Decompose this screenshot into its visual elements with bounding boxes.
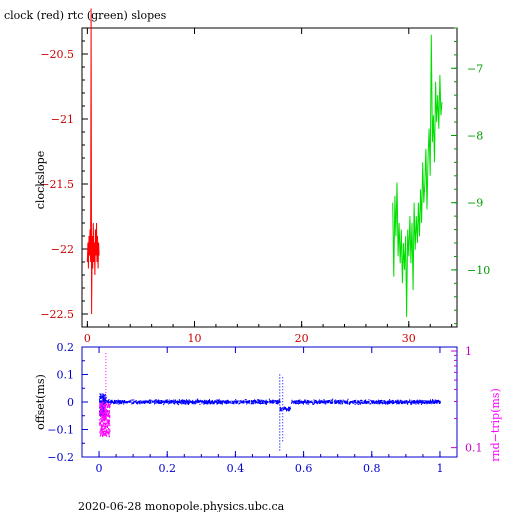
x-tick-label: 0.8 xyxy=(363,462,381,475)
y-tick-label: 0.2 xyxy=(57,341,75,354)
top-series-group xyxy=(86,8,443,317)
x-tick-label: 0 xyxy=(96,462,103,475)
y-tick-label: −0.2 xyxy=(47,451,74,464)
x-tick-label: 20 xyxy=(295,332,309,345)
bottom-offset-panel: −0.2−0.100.10.2 0.11 0 0.2 0.4 0.6 0.8 1 offs… xyxy=(34,341,502,475)
y2-tick-label: −8 xyxy=(467,130,483,143)
y-tick-label: 0.1 xyxy=(57,369,75,382)
top-right-axis: −10 −9 −8 −7 xyxy=(451,27,490,325)
y2-tick-label: 1 xyxy=(465,345,472,358)
x-tick-label: 0.6 xyxy=(295,462,313,475)
x-tick-label: 1 xyxy=(436,462,443,475)
footer-text: 2020-06-28 monopole.physics.ubc.ca xyxy=(78,500,285,512)
top-y-axis-label: clockslope xyxy=(34,151,47,209)
y-tick-label: −20.5 xyxy=(40,48,74,61)
y-tick-label: 0 xyxy=(67,396,74,409)
top-left-axis: −22.5 −22 −21.5 −21 −20.5 xyxy=(40,40,88,328)
x-tick-label: 0.4 xyxy=(227,462,245,475)
bottom-left-axis: −0.2 −0.1 0 0.1 0.2 xyxy=(47,341,88,464)
y2-tick-label: −7 xyxy=(467,62,483,75)
top-slope-panel: −22.5−22−21.5−21−20.5 −10−9−8−7 0 10 20 30 … xyxy=(34,8,490,345)
y2-tick-label: −9 xyxy=(467,197,483,210)
y2-tick-label: 0.1 xyxy=(465,442,483,455)
series-clock-line xyxy=(86,8,100,315)
y-tick-label: −21 xyxy=(51,113,74,126)
bottom-y-axis-label: offset(ms) xyxy=(34,374,47,430)
y2-tick-label: −10 xyxy=(467,264,490,277)
top-x-axis: 0 10 20 30 xyxy=(84,28,453,345)
x-tick-label: 30 xyxy=(402,332,416,345)
series-rnd-trip-points xyxy=(99,401,111,438)
y-tick-label: −22.5 xyxy=(40,308,74,321)
chart-title: clock (red) rtc (green) slopes xyxy=(4,9,167,22)
y-tick-label: −0.1 xyxy=(47,424,74,437)
y-tick-label: −22 xyxy=(51,243,74,256)
x-tick-label: 0.2 xyxy=(158,462,176,475)
series-offset-points xyxy=(99,393,441,417)
x-tick-label: 10 xyxy=(188,332,202,345)
bottom-right-axis: 0.11 xyxy=(451,345,483,455)
x-tick-label: 0 xyxy=(84,332,91,345)
top-plot-frame xyxy=(81,27,458,328)
bottom-x-axis: 0 0.2 0.4 0.6 0.8 1 xyxy=(96,347,443,475)
y-tick-label: −21.5 xyxy=(40,178,74,191)
bottom-series-group xyxy=(99,353,441,452)
bottom-y2-axis-label: rnd−trip(ms) xyxy=(489,388,502,462)
series-rtc-line xyxy=(392,34,443,317)
